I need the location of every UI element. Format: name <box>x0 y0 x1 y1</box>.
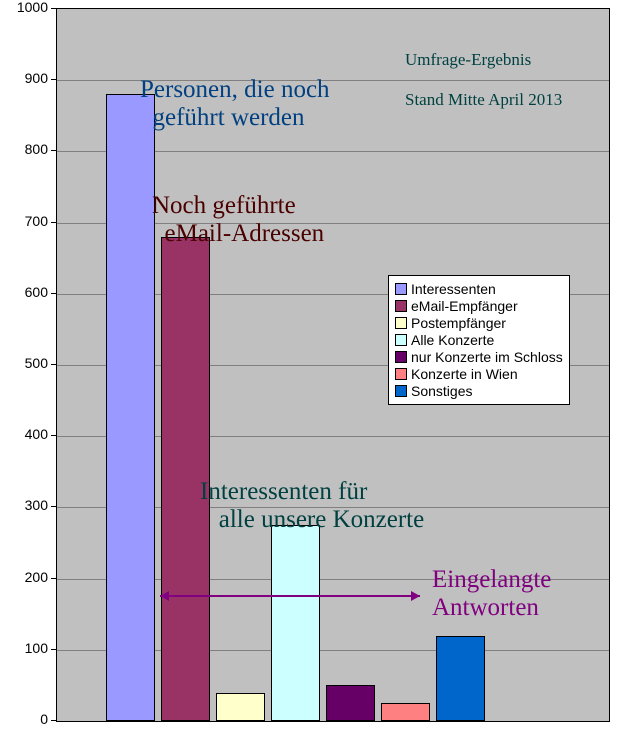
legend-swatch <box>395 351 407 363</box>
ytick-label: 100 <box>25 640 48 656</box>
ytick-label: 900 <box>25 70 48 86</box>
ytick-label: 700 <box>25 213 48 229</box>
legend-swatch <box>395 334 407 346</box>
ytick-label: 200 <box>25 569 48 585</box>
ytick-mark <box>51 720 56 721</box>
subtitle-line2: Stand Mitte April 2013 <box>405 90 562 109</box>
legend-swatch <box>395 368 407 380</box>
chart-container: InteressenteneMail-EmpfängerPostempfänge… <box>0 0 622 733</box>
legend-label: Alle Konzerte <box>411 332 494 348</box>
bar-sonstiges <box>436 636 485 721</box>
legend-item: Alle Konzerte <box>395 332 563 348</box>
ytick-mark <box>51 79 56 80</box>
legend-swatch <box>395 317 407 329</box>
ytick-label: 600 <box>25 284 48 300</box>
ytick-mark <box>51 506 56 507</box>
legend-label: Postempfänger <box>411 315 506 331</box>
ytick-mark <box>51 435 56 436</box>
bar-postempf-nger <box>216 693 265 721</box>
annot-eingelangte: Eingelangte Antworten <box>432 566 551 622</box>
ytick-mark <box>51 150 56 151</box>
ytick-mark <box>51 293 56 294</box>
legend-label: Interessenten <box>411 281 496 297</box>
bar-nur-konzerte-im-schloss <box>326 685 375 721</box>
ytick-mark <box>51 649 56 650</box>
legend-label: eMail-Empfänger <box>411 298 518 314</box>
ytick-label: 300 <box>25 497 48 513</box>
ytick-label: 0 <box>40 711 48 727</box>
ytick-label: 400 <box>25 426 48 442</box>
subtitle-line1: Umfrage-Ergebnis <box>405 50 531 69</box>
legend-item: Interessenten <box>395 281 563 297</box>
legend-swatch <box>395 300 407 312</box>
ytick-mark <box>51 364 56 365</box>
ytick-mark <box>51 222 56 223</box>
subtitle: Umfrage-Ergebnis Stand Mitte April 2013 <box>388 30 562 130</box>
annot-personen: Personen, die noch geführt werden <box>140 76 330 132</box>
ytick-label: 800 <box>25 141 48 157</box>
legend-item: nur Konzerte im Schloss <box>395 349 563 365</box>
ytick-mark <box>51 578 56 579</box>
ytick-label: 1000 <box>17 0 48 15</box>
annot-email: Noch geführte eMail-Adressen <box>152 192 324 248</box>
legend-label: nur Konzerte im Schloss <box>411 349 563 365</box>
bar-alle-konzerte <box>271 525 320 721</box>
legend-item: Konzerte in Wien <box>395 366 563 382</box>
legend-swatch <box>395 283 407 295</box>
ytick-label: 500 <box>25 355 48 371</box>
legend-item: eMail-Empfänger <box>395 298 563 314</box>
legend-label: Konzerte in Wien <box>411 366 518 382</box>
ytick-mark <box>51 8 56 9</box>
legend: InteressenteneMail-EmpfängerPostempfänge… <box>388 275 570 405</box>
legend-label: Sonstiges <box>411 383 472 399</box>
legend-item: Sonstiges <box>395 383 563 399</box>
legend-swatch <box>395 385 407 397</box>
bar-interessenten <box>106 94 155 721</box>
bar-konzerte-in-wien <box>381 703 430 721</box>
annot-interessenten: Interessenten für alle unsere Konzerte <box>200 478 424 534</box>
legend-item: Postempfänger <box>395 315 563 331</box>
